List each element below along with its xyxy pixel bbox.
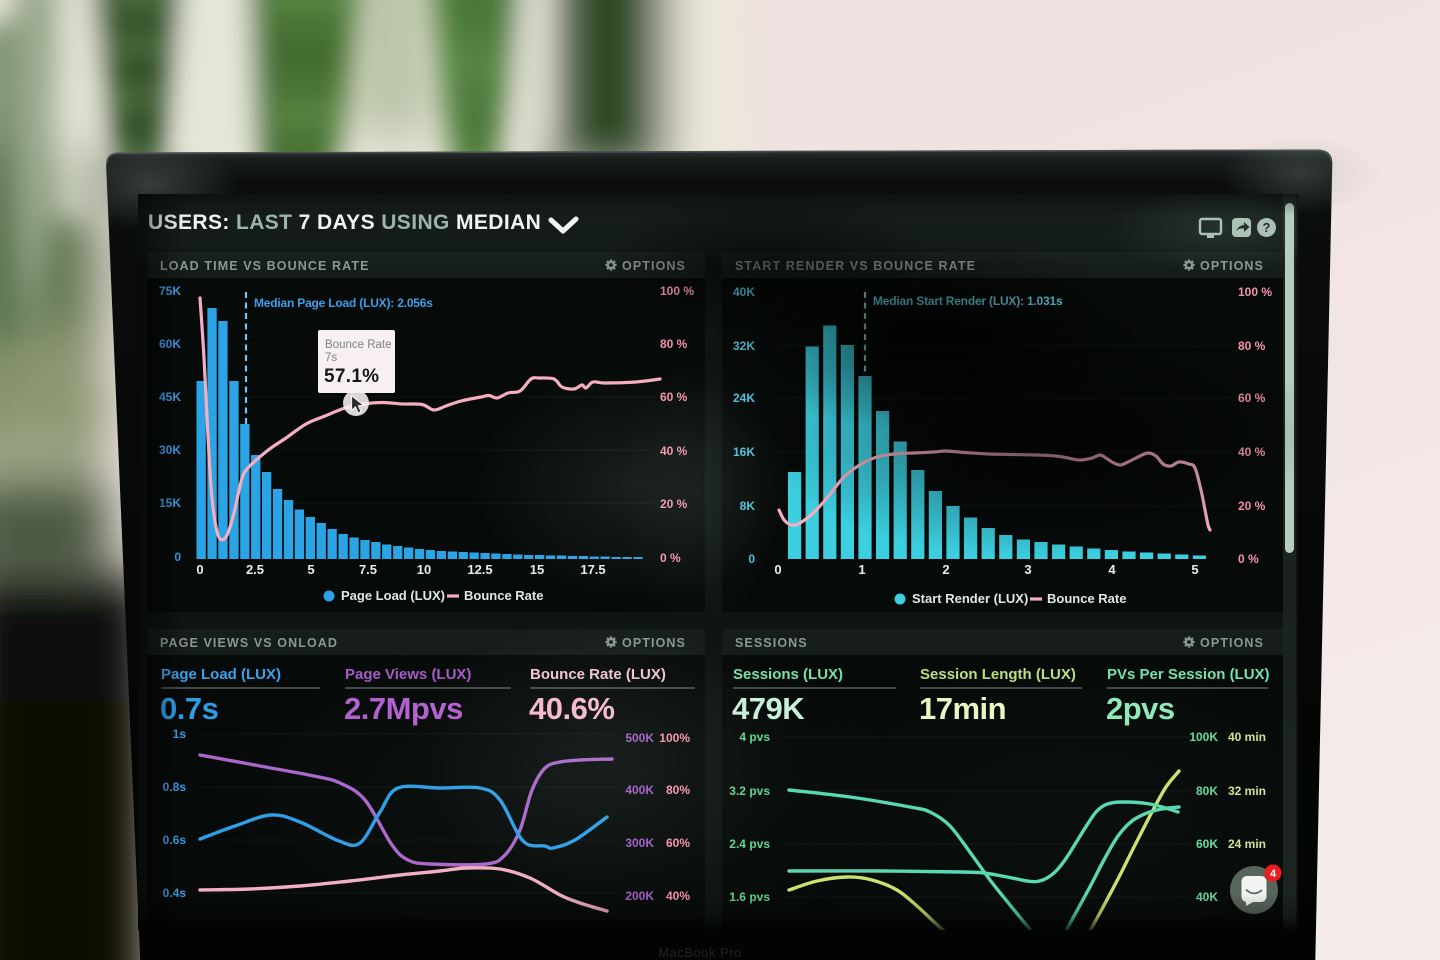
svg-text:20 %: 20 % — [1238, 499, 1266, 513]
svg-text:?: ? — [1263, 220, 1271, 235]
svg-text:Bounce Rate: Bounce Rate — [325, 339, 392, 351]
svg-text:Page Load (LUX): Page Load (LUX) — [161, 666, 281, 683]
svg-text:0: 0 — [174, 550, 181, 564]
svg-text:60%: 60% — [666, 836, 690, 850]
svg-text:2pvs: 2pvs — [1106, 691, 1175, 726]
svg-text:40K: 40K — [1196, 890, 1218, 904]
svg-text:Median Page Load (LUX): 2.056s: Median Page Load (LUX): 2.056s — [254, 296, 433, 310]
svg-text:80 %: 80 % — [1238, 339, 1266, 353]
svg-text:0.4s: 0.4s — [163, 886, 187, 900]
svg-text:100K: 100K — [1189, 730, 1218, 744]
svg-text:1: 1 — [858, 562, 865, 577]
svg-text:Bounce Rate: Bounce Rate — [464, 588, 543, 603]
svg-text:OPTIONS: OPTIONS — [622, 636, 686, 650]
svg-text:40 %: 40 % — [1238, 445, 1266, 459]
svg-text:Sessions (LUX): Sessions (LUX) — [733, 666, 843, 683]
svg-text:Bounce Rate: Bounce Rate — [1047, 591, 1126, 606]
svg-text:8K: 8K — [740, 499, 756, 513]
svg-text:SESSIONS: SESSIONS — [735, 636, 808, 650]
svg-text:100%: 100% — [659, 731, 690, 745]
svg-text:3: 3 — [1024, 562, 1031, 577]
svg-text:0.6s: 0.6s — [163, 833, 187, 847]
svg-text:80%: 80% — [666, 783, 690, 797]
svg-text:4: 4 — [1108, 562, 1116, 577]
svg-text:Start Render (LUX): Start Render (LUX) — [912, 591, 1028, 606]
svg-text:40 min: 40 min — [1228, 730, 1266, 744]
svg-text:32K: 32K — [733, 339, 755, 353]
svg-text:1s: 1s — [173, 727, 187, 741]
svg-text:4 pvs: 4 pvs — [739, 730, 770, 744]
svg-text:0 %: 0 % — [1238, 552, 1259, 566]
svg-text:17min: 17min — [919, 691, 1006, 726]
svg-text:24K: 24K — [733, 391, 755, 405]
svg-text:7.5: 7.5 — [359, 562, 377, 577]
svg-text:0: 0 — [196, 562, 203, 577]
svg-text:PVs Per Session (LUX): PVs Per Session (LUX) — [1107, 666, 1270, 683]
svg-text:OPTIONS: OPTIONS — [1200, 259, 1264, 273]
svg-text:200K: 200K — [625, 889, 654, 903]
svg-text:40K: 40K — [733, 285, 755, 299]
svg-text:60 %: 60 % — [660, 390, 688, 404]
svg-text:12.5: 12.5 — [467, 562, 492, 577]
svg-text:32 min: 32 min — [1228, 784, 1266, 798]
svg-text:80 %: 80 % — [660, 337, 688, 351]
svg-text:5: 5 — [307, 562, 314, 577]
svg-text:57.1%: 57.1% — [324, 366, 379, 387]
svg-text:2.4 pvs: 2.4 pvs — [729, 837, 770, 851]
svg-text:OPTIONS: OPTIONS — [622, 259, 686, 273]
svg-text:Bounce Rate (LUX): Bounce Rate (LUX) — [530, 666, 666, 683]
svg-text:Page Views (LUX): Page Views (LUX) — [345, 666, 471, 683]
svg-text:20 %: 20 % — [660, 497, 688, 511]
svg-text:40.6%: 40.6% — [529, 691, 614, 726]
svg-text:Page Load (LUX): Page Load (LUX) — [341, 588, 445, 603]
svg-text:300K: 300K — [625, 836, 654, 850]
svg-text:Median Start Render (LUX): 1.0: Median Start Render (LUX): 1.031s — [873, 294, 1063, 308]
svg-text:0.8s: 0.8s — [163, 780, 187, 794]
svg-text:LOAD TIME VS BOUNCE RATE: LOAD TIME VS BOUNCE RATE — [160, 259, 370, 273]
svg-text:24 min: 24 min — [1228, 837, 1266, 851]
svg-text:2.5: 2.5 — [246, 562, 264, 577]
svg-text:40%: 40% — [666, 889, 690, 903]
svg-text:30K: 30K — [159, 443, 181, 457]
svg-text:60K: 60K — [159, 337, 181, 351]
svg-text:PAGE VIEWS VS ONLOAD: PAGE VIEWS VS ONLOAD — [160, 636, 338, 650]
svg-text:80K: 80K — [1196, 784, 1218, 798]
svg-text:3.2 pvs: 3.2 pvs — [729, 784, 770, 798]
svg-text:100 %: 100 % — [660, 284, 694, 298]
svg-text:2: 2 — [942, 562, 949, 577]
svg-text:0.7s: 0.7s — [160, 691, 218, 726]
svg-text:MacBook Pro: MacBook Pro — [658, 945, 742, 960]
svg-text:5: 5 — [1191, 562, 1198, 577]
svg-text:15: 15 — [530, 562, 544, 577]
svg-text:15K: 15K — [159, 496, 181, 510]
svg-text:479K: 479K — [732, 691, 805, 726]
svg-text:10: 10 — [417, 562, 431, 577]
svg-text:4: 4 — [1270, 868, 1277, 880]
svg-text:500K: 500K — [625, 731, 654, 745]
svg-text:Session Length (LUX): Session Length (LUX) — [920, 666, 1076, 683]
svg-text:START RENDER VS BOUNCE RATE: START RENDER VS BOUNCE RATE — [735, 259, 976, 273]
svg-text:60K: 60K — [1196, 837, 1218, 851]
svg-text:1.6 pvs: 1.6 pvs — [729, 890, 770, 904]
svg-text:40 %: 40 % — [660, 444, 688, 458]
svg-text:75K: 75K — [159, 284, 181, 298]
svg-text:100 %: 100 % — [1238, 285, 1272, 299]
svg-text:16K: 16K — [733, 445, 755, 459]
svg-text:7s: 7s — [325, 352, 337, 364]
svg-text:17.5: 17.5 — [580, 562, 605, 577]
svg-text:0 %: 0 % — [660, 551, 681, 565]
svg-text:45K: 45K — [159, 390, 181, 404]
svg-text:0: 0 — [774, 562, 781, 577]
svg-text:0: 0 — [748, 552, 755, 566]
svg-text:OPTIONS: OPTIONS — [1200, 636, 1264, 650]
svg-text:60 %: 60 % — [1238, 391, 1266, 405]
svg-text:2.7Mpvs: 2.7Mpvs — [344, 691, 463, 726]
svg-text:400K: 400K — [625, 783, 654, 797]
